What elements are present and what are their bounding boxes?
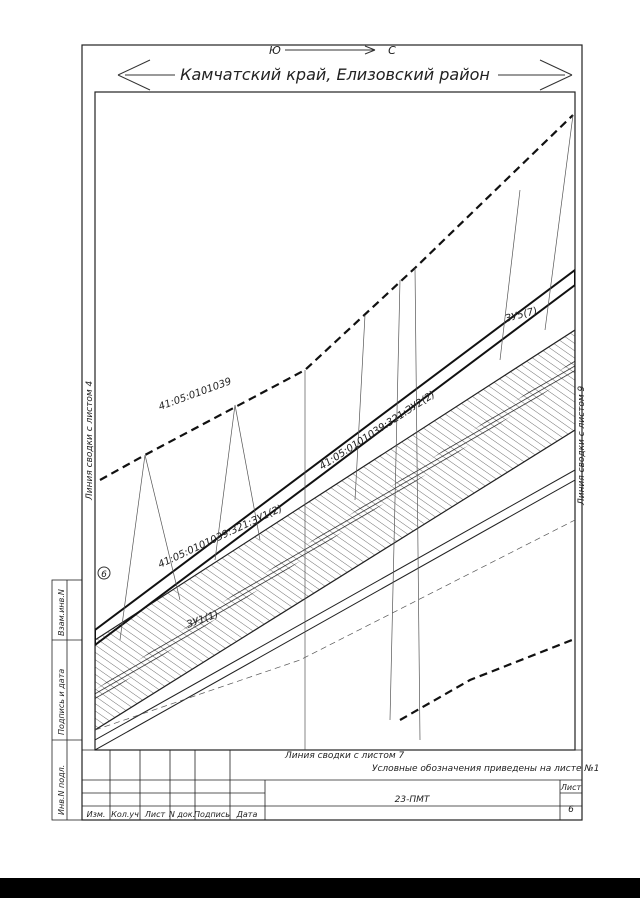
stamp-column: Изм. <box>87 810 106 819</box>
point-marker <box>97 566 111 580</box>
side-label: Подпись и дата <box>57 669 66 735</box>
map-graphics <box>95 114 575 750</box>
stamp-column: N док. <box>169 810 195 819</box>
north-south-label: С <box>388 44 396 57</box>
stamp-grid <box>51 579 582 821</box>
parcel-label: ЗУ5(7) <box>504 306 539 325</box>
side-label: Взам.инв.N <box>57 589 66 636</box>
note: Условные обозначения приведены на листе … <box>372 764 599 774</box>
drawing-code: 23-ПМТ <box>395 795 431 805</box>
match-line-label: Линия сводки с листом 7 <box>284 751 405 761</box>
outer-frame <box>81 44 583 821</box>
point-label: 6 <box>101 570 107 580</box>
header-title: Камчатский край, Елизовский район <box>180 65 490 84</box>
side-label: Инв.N подл. <box>57 765 66 815</box>
match-line-label: Линия сводки с листом 9 <box>577 385 587 506</box>
sheet-number: 6 <box>568 805 574 815</box>
stamp-column: Лист <box>144 810 166 819</box>
stamp-column: Подпись <box>194 810 230 819</box>
stamp-column: Кол.уч <box>111 810 139 819</box>
north-south-label: Ю <box>269 44 281 57</box>
header-arrows <box>117 45 573 91</box>
scan-edge <box>0 878 640 898</box>
stamp-column: Дата <box>236 810 258 819</box>
match-line-label: Линия сводки с листом 4 <box>85 380 95 501</box>
sheet-label: Лист <box>560 783 582 792</box>
parcel-label: 41:05:0101039 <box>157 376 233 413</box>
